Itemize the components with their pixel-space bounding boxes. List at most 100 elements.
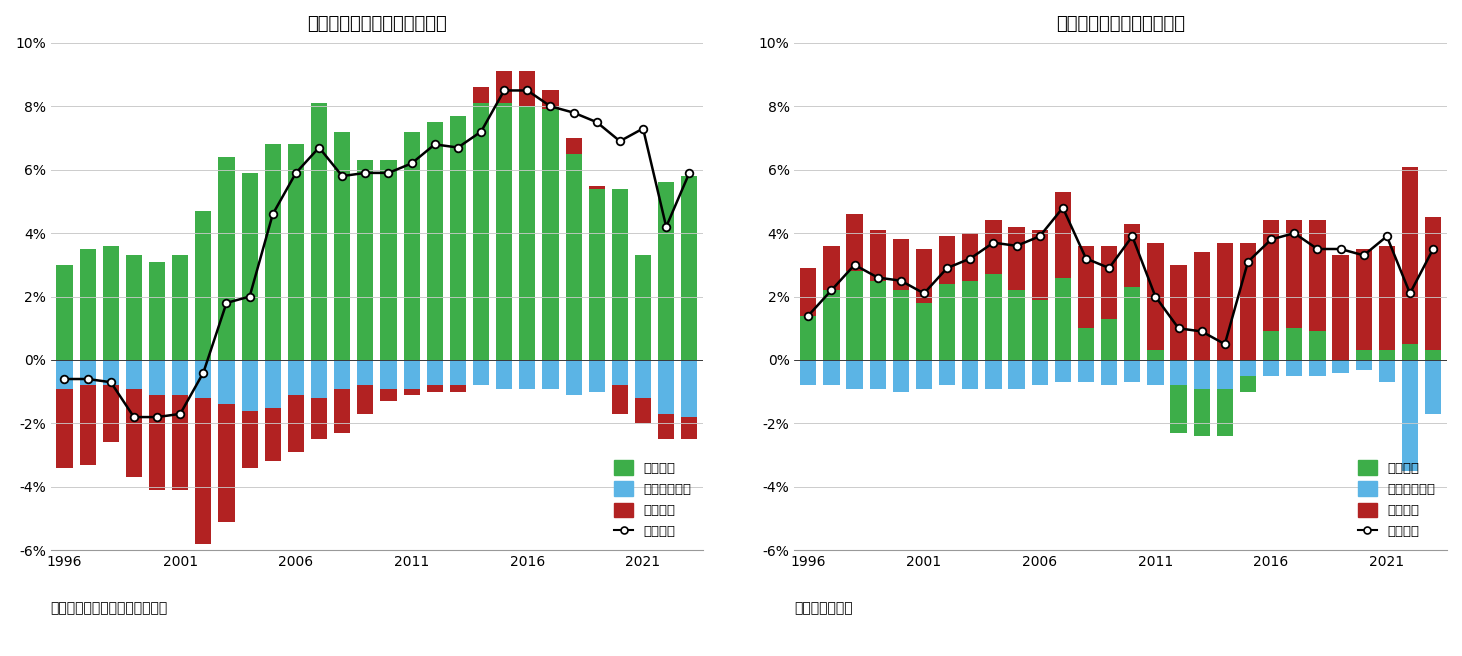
Bar [823,290,839,360]
Bar [1171,360,1187,385]
Bar [149,395,165,490]
Bar [1287,220,1303,328]
Bar [102,246,118,360]
Bar [241,411,257,468]
Bar [589,189,605,360]
Bar [1379,350,1395,360]
Bar [265,360,281,407]
Bar [823,360,839,385]
Bar [496,103,512,360]
Bar [311,360,327,398]
Bar [1193,360,1209,388]
Bar [427,385,443,392]
Bar [1240,360,1256,376]
Text: （資料）財務省: （資料）財務省 [794,601,852,615]
Bar [335,360,351,388]
Bar [870,360,886,388]
Bar [1101,319,1117,360]
Bar [1101,246,1117,319]
Bar [1193,388,1209,436]
Bar [800,316,816,360]
Bar [542,360,558,388]
Bar [288,144,304,360]
Bar [57,388,73,468]
Bar [1148,350,1164,360]
Bar [1402,167,1418,344]
Bar [1054,360,1072,382]
Bar [1124,224,1140,287]
Bar [870,281,886,360]
Bar [57,265,73,360]
Bar [939,284,955,360]
Bar [566,154,582,360]
Bar [126,388,142,478]
Bar [311,103,327,360]
Bar [1425,360,1442,414]
Bar [450,360,466,385]
Bar [1032,360,1048,385]
Bar [241,360,257,411]
Bar [404,388,420,395]
Bar [79,360,95,385]
Bar [102,385,118,442]
Bar [1379,246,1395,350]
Bar [357,385,373,414]
Bar [1216,360,1232,388]
Bar [1287,360,1303,376]
Bar [288,395,304,452]
Bar [1263,331,1279,360]
Bar [311,398,327,440]
Bar [1054,192,1072,277]
Bar [985,274,1001,360]
Bar [962,281,978,360]
Bar [1171,265,1187,360]
Bar [404,360,420,388]
Bar [1032,230,1048,300]
Bar [496,72,512,103]
Bar [380,160,396,360]
Bar [1332,255,1348,360]
Bar [681,360,697,417]
Bar [472,360,490,385]
Bar [335,388,351,433]
Bar [846,214,863,271]
Bar [589,360,605,392]
Title: 図表８　経常収支（ドイツ）: 図表８ 経常収支（ドイツ） [307,15,447,33]
Bar [1009,360,1025,388]
Bar [149,360,165,395]
Bar [519,72,535,106]
Bar [218,404,234,522]
Bar [1216,243,1232,360]
Bar [566,360,582,395]
Bar [519,106,535,360]
Bar [635,398,651,423]
Bar [1009,290,1025,360]
Bar [1355,350,1371,360]
Bar [427,122,443,360]
Bar [1425,350,1442,360]
Bar [126,360,142,388]
Bar [173,360,189,395]
Bar [566,138,582,154]
Bar [79,385,95,464]
Bar [196,211,212,360]
Bar [450,385,466,392]
Bar [335,132,351,360]
Bar [149,262,165,360]
Bar [196,398,212,544]
Bar [1402,360,1418,471]
Bar [658,414,674,440]
Bar [241,173,257,360]
Bar [915,303,933,360]
Bar [611,385,629,414]
Bar [658,182,674,360]
Bar [1379,360,1395,382]
Bar [1402,344,1418,360]
Bar [939,236,955,284]
Bar [380,388,396,401]
Bar [404,132,420,360]
Bar [1355,360,1371,369]
Bar [681,417,697,440]
Bar [542,91,558,110]
Bar [173,395,189,490]
